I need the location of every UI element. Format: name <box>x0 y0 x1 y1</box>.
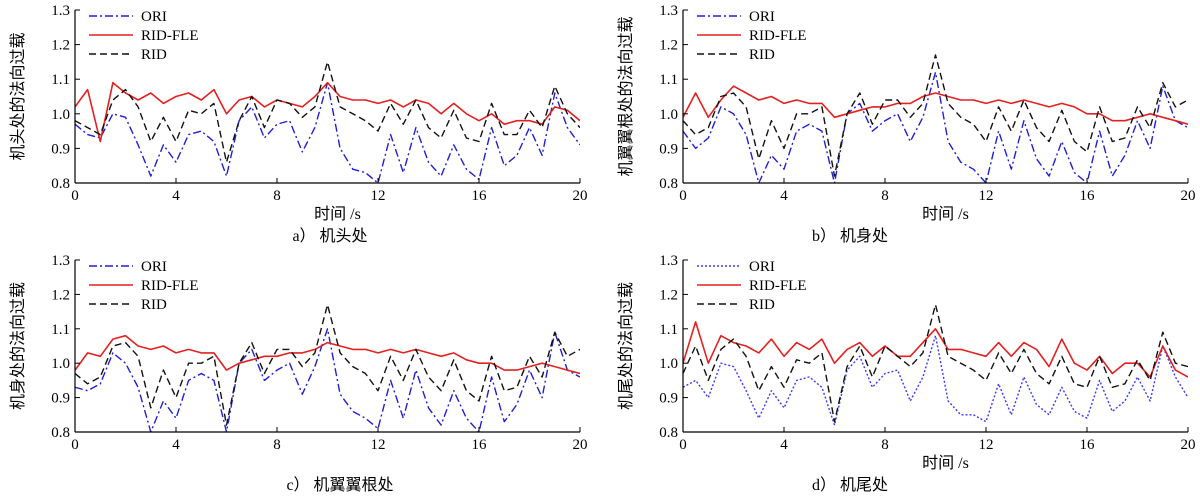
legend-label: ORI <box>749 9 775 25</box>
y-tick-label: 0.8 <box>51 425 70 441</box>
legend-label: ORI <box>749 259 775 275</box>
y-tick-label: 0.8 <box>51 176 70 192</box>
y-tick-label: 1.3 <box>51 253 70 269</box>
panel-caption: b） 机身处 <box>812 227 888 245</box>
x-tick-label: 12 <box>371 437 386 453</box>
x-tick-label: 20 <box>1181 188 1196 204</box>
legend: ORI RID-FLE RID <box>697 9 807 63</box>
legend-label: ORI <box>141 9 167 25</box>
series-line-rid <box>683 54 1188 177</box>
x-tick-label: 12 <box>371 188 386 204</box>
x-tick-label: 4 <box>780 437 788 453</box>
x-tick-label: 20 <box>1181 437 1196 453</box>
y-tick-label: 1.1 <box>659 322 678 338</box>
x-tick-label: 16 <box>472 188 488 204</box>
chart-panel-2: 0 4 8 12 16 20 0.8 0.9 1.0 1.1 1.2 1.3 时间 /s 机翼翼根处的法向… <box>617 3 1196 245</box>
x-tick-label: 8 <box>273 437 281 453</box>
series-line-rid-fle <box>683 321 1188 378</box>
x-tick-label: 8 <box>881 188 889 204</box>
x-tick-label: 12 <box>979 188 994 204</box>
x-axis-label: 时间 /s <box>922 205 969 223</box>
legend-label: RID <box>749 47 775 63</box>
y-tick-label: 0.9 <box>659 391 678 407</box>
series-line-rid <box>75 304 580 426</box>
y-tick-label: 0.8 <box>659 176 678 192</box>
legend-label: RID <box>141 47 167 63</box>
x-tick-label: 8 <box>881 437 889 453</box>
panel-caption: a） 机头处 <box>292 227 367 245</box>
series-line-rid-fle <box>75 334 580 375</box>
legend: ORI RID-FLE RID <box>89 259 199 313</box>
series-line-ori <box>75 328 580 432</box>
y-tick-label: 0.9 <box>51 391 70 407</box>
x-tick-label: 4 <box>172 437 180 453</box>
series-line-rid <box>683 304 1188 423</box>
chart-panel-1: 0 4 8 12 16 20 0.8 0.9 1.0 1.1 1.2 1.3 时间 /s 机头处的法向过载… <box>9 3 588 245</box>
x-tick-label: 0 <box>679 188 687 204</box>
y-tick-label: 1.2 <box>51 38 70 54</box>
y-tick-label: 1.2 <box>51 287 70 303</box>
legend-label: RID <box>749 297 775 313</box>
x-tick-label: 8 <box>273 188 281 204</box>
series-line-rid-fle <box>683 85 1188 125</box>
legend-label: RID-FLE <box>749 28 807 44</box>
y-tick-label: 1.3 <box>659 3 678 19</box>
x-tick-label: 16 <box>1080 437 1096 453</box>
y-tick-label: 1.0 <box>51 107 70 123</box>
y-axis-label: 机尾处的法向过载 <box>617 282 635 410</box>
y-axis-label: 机身处的法向过载 <box>9 282 27 410</box>
legend-label: RID-FLE <box>141 278 199 294</box>
x-tick-label: 4 <box>172 188 180 204</box>
y-tick-label: 0.9 <box>659 141 678 157</box>
x-axis-label: 时间 /s <box>314 205 361 223</box>
legend-label: RID <box>141 297 167 313</box>
x-tick-label: 4 <box>780 188 788 204</box>
y-tick-label: 0.9 <box>51 141 70 157</box>
x-tick-label: 12 <box>979 437 994 453</box>
x-tick-label: 16 <box>1080 188 1096 204</box>
series-line-rid <box>75 61 580 163</box>
x-tick-label: 16 <box>472 437 488 453</box>
y-tick-label: 0.8 <box>659 425 678 441</box>
x-tick-label: 20 <box>573 437 588 453</box>
chart-panel-3: 0 4 8 12 16 20 0.8 0.9 1.0 1.1 1.2 1.3 机身处的法向过载 c） 机翼… <box>9 253 588 494</box>
y-axis-label: 机翼翼根处的法向过载 <box>617 16 635 176</box>
x-tick-label: 0 <box>71 437 79 453</box>
panel-caption: c） 机翼翼根处 <box>286 476 393 494</box>
legend-label: RID-FLE <box>749 278 807 294</box>
legend-label: ORI <box>141 259 167 275</box>
legend: ORI RID-FLE RID <box>89 9 199 63</box>
chart-panel-4: 0 4 8 12 16 20 0.8 0.9 1.0 1.1 1.2 1.3 时间 /s 机尾处的法向过载… <box>617 253 1196 494</box>
y-tick-label: 1.0 <box>659 107 678 123</box>
y-tick-label: 1.2 <box>659 287 678 303</box>
legend-label: RID-FLE <box>141 28 199 44</box>
x-tick-label: 0 <box>679 437 687 453</box>
y-tick-label: 1.1 <box>51 322 70 338</box>
legend: ORI RID-FLE RID <box>697 259 807 313</box>
series-line-ori <box>683 335 1188 426</box>
y-tick-label: 1.3 <box>51 3 70 19</box>
y-tick-label: 1.3 <box>659 253 678 269</box>
y-tick-label: 1.0 <box>659 356 678 372</box>
panel-caption: d） 机尾处 <box>812 476 888 494</box>
x-axis-label: 时间 /s <box>922 454 969 472</box>
x-tick-label: 20 <box>573 188 588 204</box>
y-tick-label: 1.1 <box>659 72 678 88</box>
y-tick-label: 1.1 <box>51 72 70 88</box>
x-tick-label: 0 <box>71 188 79 204</box>
y-axis-label: 机头处的法向过载 <box>9 32 27 160</box>
series-line-rid-fle <box>75 81 580 143</box>
series-line-ori <box>683 71 1188 183</box>
y-tick-label: 1.0 <box>51 356 70 372</box>
y-tick-label: 1.2 <box>659 38 678 54</box>
